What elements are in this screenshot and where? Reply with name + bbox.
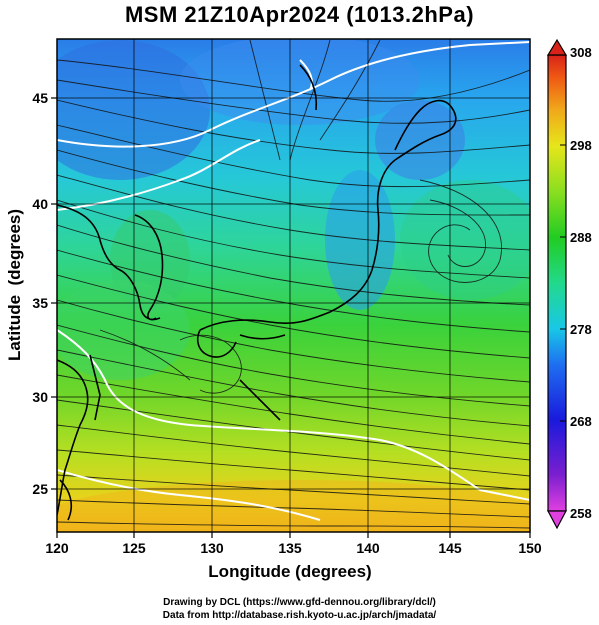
- colorbar-labels: 308 298 288 278 268 258: [570, 45, 592, 521]
- credit-drawing: Drawing by DCL (https://www.gfd-dennou.o…: [163, 597, 436, 608]
- colorbar-label: 278: [570, 322, 592, 337]
- lat-tick: 40: [32, 196, 48, 212]
- cold-region-honshu: [325, 170, 395, 310]
- colorbar-label: 308: [570, 45, 592, 60]
- axis-ticks: [51, 97, 531, 538]
- map-title: MSM 21Z10Apr2024 (1013.2hPa): [124, 2, 475, 27]
- credits: Drawing by DCL (https://www.gfd-dennou.o…: [0, 596, 599, 622]
- colorbar-ticks: [560, 144, 566, 422]
- colorbar-min-arrow: [547, 510, 567, 530]
- lon-tick: 125: [122, 540, 146, 556]
- lat-tick-labels: 45 40 35 30 25: [32, 90, 48, 497]
- map-plot-area: [57, 39, 530, 532]
- coast-taiwan: [59, 479, 72, 521]
- contour-lines: [57, 41, 530, 521]
- credit-data-source: Data from http://database.rish.kyoto-u.a…: [162, 610, 437, 621]
- lon-tick: 130: [200, 540, 224, 556]
- y-axis-title: Latitude (degrees): [5, 209, 24, 361]
- plot-frame: [56, 38, 531, 533]
- coast-honshu: [199, 159, 396, 331]
- warm-region-south: [57, 480, 530, 532]
- coast-sakhalin: [299, 64, 318, 111]
- warm-region-northwest-pacific: [400, 180, 530, 300]
- x-axis-title: Longitude (degrees): [208, 562, 371, 581]
- colorbar-max-arrow: [546, 38, 568, 56]
- colorbar-label: 288: [570, 230, 592, 245]
- lon-tick: 150: [518, 540, 542, 556]
- coast-kyushu: [196, 329, 237, 358]
- coast-taiwan-strait: [89, 354, 101, 421]
- streamlines: [57, 39, 530, 529]
- coast-hokkaido: [394, 99, 457, 161]
- colorbar-label: 268: [570, 414, 592, 429]
- cold-region-north: [180, 39, 420, 125]
- coast-ryukyu: [239, 379, 281, 421]
- colorbar: 308 298 288 278 268 258: [546, 38, 592, 530]
- lon-tick: 145: [438, 540, 462, 556]
- colorbar-label: 258: [570, 506, 592, 521]
- lon-tick-labels: 120 125 130 135 140 145 150: [45, 540, 542, 556]
- colorbar-scale: [547, 54, 567, 512]
- colorbar-label: 298: [570, 138, 592, 153]
- lon-tick: 120: [45, 540, 69, 556]
- coast-korea: [134, 214, 164, 321]
- lat-tick: 35: [32, 295, 48, 311]
- cold-region-hokkaido: [375, 100, 465, 180]
- warm-region-east-china: [57, 280, 190, 380]
- graticule: [57, 39, 530, 532]
- lon-tick: 135: [278, 540, 302, 556]
- coast-china-north: [57, 204, 161, 321]
- coastlines: [57, 64, 457, 521]
- lat-tick: 30: [32, 389, 48, 405]
- lat-tick: 25: [32, 481, 48, 497]
- coast-shikoku: [239, 334, 286, 340]
- lat-tick: 45: [32, 90, 48, 106]
- lon-tick: 140: [356, 540, 380, 556]
